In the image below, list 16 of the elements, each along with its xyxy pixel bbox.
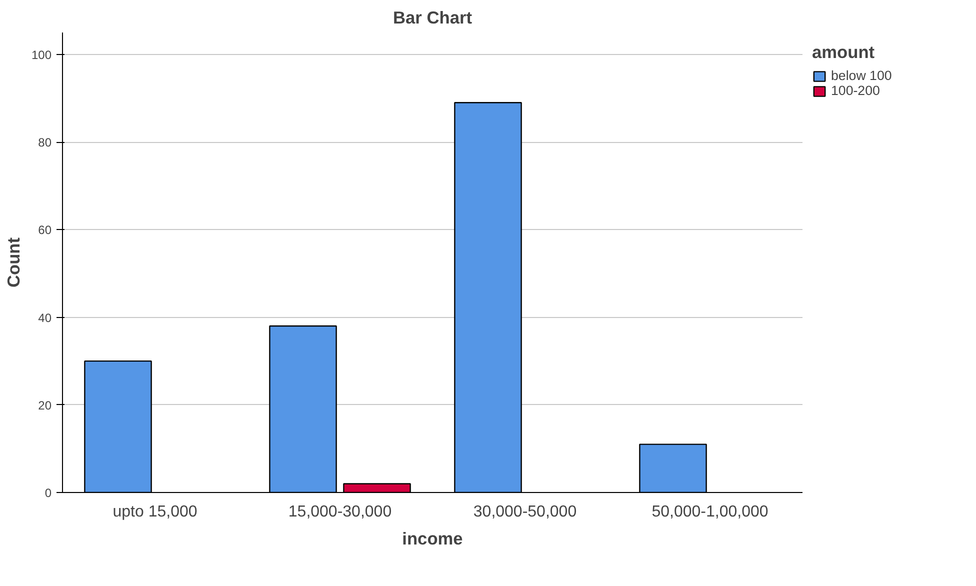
x-axis-title: income [402,528,464,548]
y-tick-label: 100 [31,48,52,62]
y-tick-label: 40 [38,310,52,325]
y-tick-label: 20 [38,398,52,412]
legend-label: below 100 [831,68,892,83]
y-tick-label: 0 [44,486,52,500]
x-tick-label: 50,000-1,00,000 [652,504,768,520]
y-tick-label: 60 [38,223,52,238]
x-tick-label: 30,000-50,000 [473,504,577,520]
legend-title: amount [812,42,876,63]
chart-title: Bar Chart [393,8,472,28]
x-tick-label: upto 15,000 [112,504,198,520]
y-axis-title: Count [3,237,24,288]
legend-label: 100-200 [831,83,880,98]
y-tick-label: 80 [38,136,52,150]
x-tick-label: 15,000-30,000 [288,504,392,520]
